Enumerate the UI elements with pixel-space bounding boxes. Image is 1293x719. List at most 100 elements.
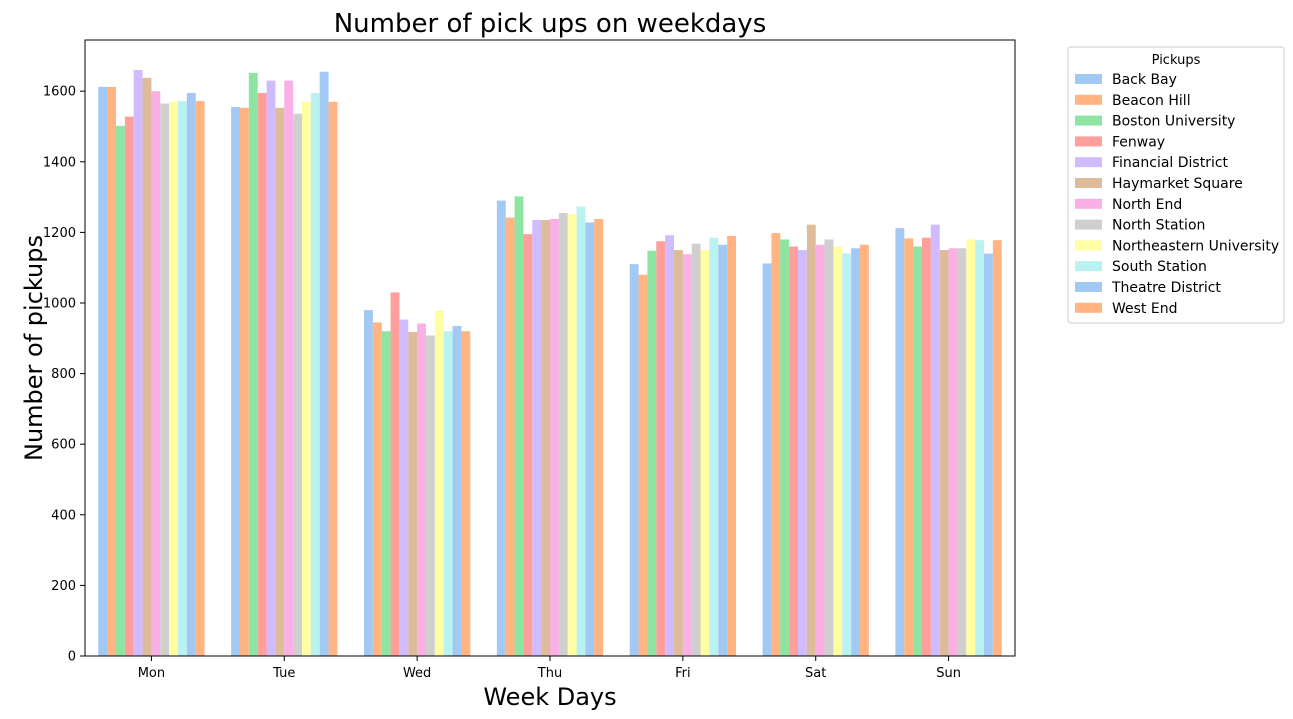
legend-swatch <box>1075 302 1102 313</box>
bar-south-station-fri <box>709 237 719 656</box>
x-tick-label: Tue <box>272 666 295 681</box>
bar-beacon-hill-fri <box>638 274 648 656</box>
x-tick-label: Sat <box>805 666 826 681</box>
bar-northeastern-university-thu <box>567 214 577 656</box>
legend-swatch <box>1075 94 1102 105</box>
bar-north-station-wed <box>426 335 435 656</box>
bar-fenway-tue <box>257 92 267 656</box>
bar-north-end-wed <box>417 323 426 656</box>
bar-south-station-tue <box>310 92 320 656</box>
y-tick-label: 200 <box>51 579 76 594</box>
legend-label: Theatre District <box>1111 280 1221 296</box>
y-tick-label: 0 <box>68 650 76 665</box>
legend-swatch <box>1075 240 1102 251</box>
bar-fenway-sun <box>922 237 931 656</box>
bar-fenway-thu <box>523 234 533 656</box>
bar-north-end-fri <box>682 254 692 656</box>
bar-haymarket-square-fri <box>674 250 683 657</box>
x-tick-label: Fri <box>675 666 691 681</box>
bar-fenway-sat <box>789 246 798 656</box>
bar-boston-university-tue <box>248 72 258 656</box>
bar-haymarket-square-sat <box>806 224 816 656</box>
bar-beacon-hill-wed <box>372 322 382 656</box>
bar-north-end-sun <box>948 248 958 656</box>
bar-financial-district-sun <box>930 224 940 656</box>
x-tick-label: Sun <box>936 666 961 681</box>
bar-theatre-district-sun <box>984 253 993 656</box>
bar-north-station-sun <box>957 248 967 656</box>
legend-swatch <box>1075 282 1102 292</box>
legend-swatch <box>1075 157 1102 168</box>
bar-northeastern-university-sat <box>833 246 843 656</box>
y-tick-label: 1600 <box>43 85 76 100</box>
bar-west-end-sat <box>860 244 869 657</box>
bar-fenway-mon <box>124 116 134 657</box>
x-axis: Mon Tue Wed Thu Fri Sat Sun <box>138 656 961 681</box>
x-tick-label: Wed <box>403 666 431 681</box>
bar-beacon-hill-tue <box>240 107 249 656</box>
legend-label: Back Bay <box>1112 72 1177 88</box>
bar-boston-university-sat <box>780 239 790 656</box>
legend-swatch <box>1075 115 1102 126</box>
x-tick-label: Thu <box>537 666 562 681</box>
bar-northeastern-university-mon <box>169 101 178 656</box>
bar-fenway-wed <box>390 292 400 656</box>
y-tick-label: 600 <box>51 438 76 453</box>
bar-theatre-district-sat <box>851 248 860 656</box>
bars-group <box>98 70 1002 657</box>
bar-north-station-fri <box>691 243 701 656</box>
legend-swatch <box>1075 136 1102 147</box>
bar-northeastern-university-tue <box>302 101 311 656</box>
bar-west-end-sun <box>992 240 1002 656</box>
bar-haymarket-square-wed <box>408 331 418 656</box>
bar-back-bay-wed <box>364 310 373 656</box>
bar-beacon-hill-sun <box>904 238 914 656</box>
bar-theatre-district-tue <box>319 71 329 656</box>
y-tick-label: 1000 <box>43 296 76 311</box>
legend-title: Pickups <box>1152 53 1201 68</box>
bar-back-bay-thu <box>496 200 506 656</box>
y-tick-label: 1200 <box>43 226 76 241</box>
bar-boston-university-mon <box>116 125 125 656</box>
bar-north-station-tue <box>293 113 302 656</box>
bar-west-end-tue <box>328 101 338 656</box>
bar-back-bay-sun <box>895 228 905 656</box>
x-tick-label: Mon <box>138 666 165 681</box>
bar-haymarket-square-mon <box>142 77 152 656</box>
bar-north-end-mon <box>151 91 161 656</box>
bar-boston-university-thu <box>514 196 524 656</box>
legend-label: Haymarket Square <box>1112 176 1243 192</box>
y-axis: 0 200 400 600 800 1000 1200 1400 1600 <box>43 85 85 665</box>
bar-theatre-district-fri <box>718 244 728 657</box>
bar-northeastern-university-wed <box>434 310 444 656</box>
bar-theatre-district-wed <box>452 325 462 656</box>
bar-haymarket-square-tue <box>275 107 285 656</box>
bar-north-end-sat <box>815 244 825 657</box>
legend-box <box>1067 46 1285 324</box>
bar-financial-district-tue <box>266 80 276 657</box>
bar-boston-university-fri <box>647 250 657 656</box>
bar-north-end-tue <box>284 80 294 657</box>
bar-financial-district-sat <box>798 250 807 657</box>
legend-label: Financial District <box>1112 155 1229 171</box>
bar-fenway-fri <box>656 241 666 656</box>
legend-label: West End <box>1112 301 1177 317</box>
bar-back-bay-fri <box>629 264 639 656</box>
y-tick-label: 400 <box>51 508 76 523</box>
bar-theatre-district-thu <box>585 222 595 656</box>
y-axis-title: Number of pickups <box>20 235 48 461</box>
legend-label: Fenway <box>1112 134 1165 150</box>
bar-south-station-mon <box>178 101 187 656</box>
bar-west-end-fri <box>727 235 736 657</box>
y-tick-label: 800 <box>51 367 76 382</box>
bar-back-bay-sat <box>762 263 772 656</box>
legend-swatch <box>1075 74 1102 84</box>
y-tick-label: 1400 <box>43 155 76 170</box>
bar-south-station-sun <box>975 240 984 656</box>
bar-west-end-mon <box>195 101 205 656</box>
bar-boston-university-wed <box>381 331 391 656</box>
bar-north-end-thu <box>550 218 559 657</box>
bar-beacon-hill-mon <box>107 86 116 656</box>
